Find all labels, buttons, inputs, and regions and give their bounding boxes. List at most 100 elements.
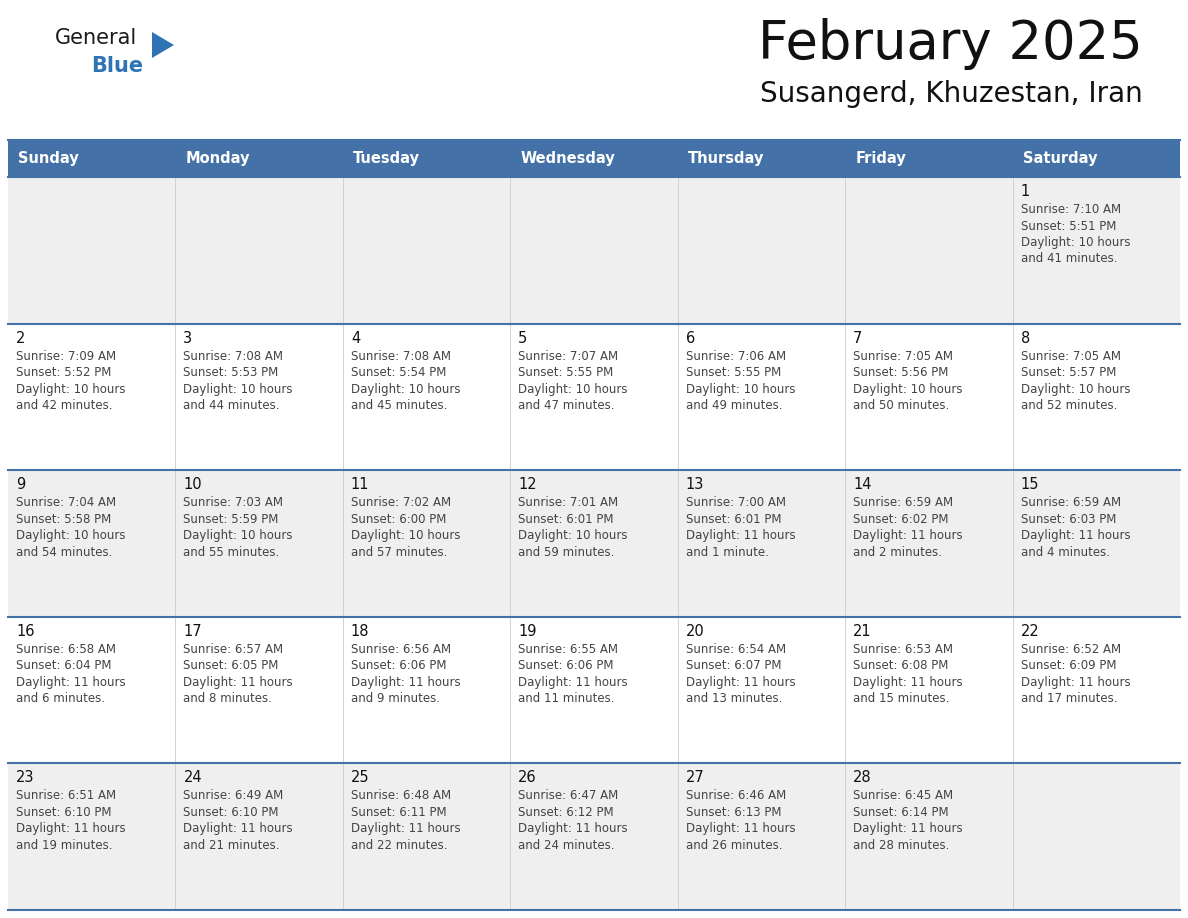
Text: Daylight: 10 hours: Daylight: 10 hours — [1020, 236, 1130, 249]
Text: Sunrise: 7:08 AM: Sunrise: 7:08 AM — [183, 350, 284, 363]
Text: Sunrise: 6:49 AM: Sunrise: 6:49 AM — [183, 789, 284, 802]
Text: 18: 18 — [350, 624, 369, 639]
Text: Daylight: 10 hours: Daylight: 10 hours — [518, 383, 627, 396]
Bar — [1012, 140, 1180, 177]
Text: February 2025: February 2025 — [758, 18, 1143, 70]
Text: Daylight: 11 hours: Daylight: 11 hours — [853, 529, 962, 543]
Text: and 17 minutes.: and 17 minutes. — [1020, 692, 1117, 705]
Text: and 19 minutes.: and 19 minutes. — [15, 839, 113, 852]
Text: Sunset: 6:13 PM: Sunset: 6:13 PM — [685, 806, 782, 819]
Text: and 55 minutes.: and 55 minutes. — [183, 545, 279, 559]
Text: 17: 17 — [183, 624, 202, 639]
Text: Sunset: 6:01 PM: Sunset: 6:01 PM — [685, 512, 782, 526]
Text: Sunset: 6:10 PM: Sunset: 6:10 PM — [15, 806, 112, 819]
Text: and 4 minutes.: and 4 minutes. — [1020, 545, 1110, 559]
Text: Friday: Friday — [855, 151, 906, 166]
Bar — [8, 324, 1180, 470]
Text: Tuesday: Tuesday — [353, 151, 419, 166]
Text: Sunset: 6:00 PM: Sunset: 6:00 PM — [350, 512, 447, 526]
Text: and 59 minutes.: and 59 minutes. — [518, 545, 614, 559]
Text: and 8 minutes.: and 8 minutes. — [183, 692, 272, 705]
Text: Sunset: 6:04 PM: Sunset: 6:04 PM — [15, 659, 112, 672]
Text: Sunrise: 6:47 AM: Sunrise: 6:47 AM — [518, 789, 619, 802]
Text: Daylight: 11 hours: Daylight: 11 hours — [518, 823, 628, 835]
Text: and 52 minutes.: and 52 minutes. — [1020, 399, 1117, 412]
Text: and 44 minutes.: and 44 minutes. — [183, 399, 280, 412]
Text: Sunrise: 6:59 AM: Sunrise: 6:59 AM — [853, 497, 953, 509]
Text: Sunset: 6:05 PM: Sunset: 6:05 PM — [183, 659, 279, 672]
Text: Sunrise: 7:08 AM: Sunrise: 7:08 AM — [350, 350, 451, 363]
Text: Sunrise: 7:04 AM: Sunrise: 7:04 AM — [15, 497, 116, 509]
Text: Sunrise: 6:53 AM: Sunrise: 6:53 AM — [853, 643, 953, 655]
Text: 26: 26 — [518, 770, 537, 786]
Text: Sunrise: 6:54 AM: Sunrise: 6:54 AM — [685, 643, 785, 655]
Text: 25: 25 — [350, 770, 369, 786]
Text: and 11 minutes.: and 11 minutes. — [518, 692, 614, 705]
Text: 4: 4 — [350, 330, 360, 345]
Text: Saturday: Saturday — [1023, 151, 1097, 166]
Text: 16: 16 — [15, 624, 34, 639]
Bar — [343, 140, 511, 177]
Text: and 9 minutes.: and 9 minutes. — [350, 692, 440, 705]
Text: Sunrise: 7:01 AM: Sunrise: 7:01 AM — [518, 497, 619, 509]
Text: Sunrise: 6:46 AM: Sunrise: 6:46 AM — [685, 789, 786, 802]
Text: Sunset: 5:58 PM: Sunset: 5:58 PM — [15, 512, 112, 526]
Text: Sunset: 6:06 PM: Sunset: 6:06 PM — [518, 659, 614, 672]
Text: 5: 5 — [518, 330, 527, 345]
Text: Sunset: 5:56 PM: Sunset: 5:56 PM — [853, 366, 948, 379]
Text: and 28 minutes.: and 28 minutes. — [853, 839, 949, 852]
Text: Sunset: 5:52 PM: Sunset: 5:52 PM — [15, 366, 112, 379]
Text: Daylight: 11 hours: Daylight: 11 hours — [518, 676, 628, 688]
Text: Daylight: 11 hours: Daylight: 11 hours — [350, 823, 461, 835]
Text: Sunrise: 7:02 AM: Sunrise: 7:02 AM — [350, 497, 451, 509]
Text: Sunrise: 6:59 AM: Sunrise: 6:59 AM — [1020, 497, 1120, 509]
Text: Sunset: 5:59 PM: Sunset: 5:59 PM — [183, 512, 279, 526]
Text: 14: 14 — [853, 477, 872, 492]
Text: Sunrise: 6:55 AM: Sunrise: 6:55 AM — [518, 643, 618, 655]
Text: Daylight: 11 hours: Daylight: 11 hours — [853, 823, 962, 835]
Text: Sunrise: 7:03 AM: Sunrise: 7:03 AM — [183, 497, 284, 509]
Text: Sunset: 6:01 PM: Sunset: 6:01 PM — [518, 512, 614, 526]
Text: Daylight: 10 hours: Daylight: 10 hours — [685, 383, 795, 396]
Text: Daylight: 10 hours: Daylight: 10 hours — [15, 383, 126, 396]
Text: Sunset: 6:06 PM: Sunset: 6:06 PM — [350, 659, 447, 672]
Text: and 50 minutes.: and 50 minutes. — [853, 399, 949, 412]
Text: Sunset: 6:11 PM: Sunset: 6:11 PM — [350, 806, 447, 819]
Text: Sunset: 5:55 PM: Sunset: 5:55 PM — [518, 366, 613, 379]
Text: Daylight: 11 hours: Daylight: 11 hours — [853, 676, 962, 688]
Text: Sunrise: 7:06 AM: Sunrise: 7:06 AM — [685, 350, 785, 363]
Text: and 54 minutes.: and 54 minutes. — [15, 545, 113, 559]
Text: 10: 10 — [183, 477, 202, 492]
Text: Daylight: 10 hours: Daylight: 10 hours — [183, 529, 293, 543]
Text: and 15 minutes.: and 15 minutes. — [853, 692, 949, 705]
Text: Sunset: 6:14 PM: Sunset: 6:14 PM — [853, 806, 949, 819]
Bar — [845, 140, 1012, 177]
Bar — [176, 140, 343, 177]
Text: Sunset: 6:02 PM: Sunset: 6:02 PM — [853, 512, 949, 526]
Polygon shape — [152, 32, 173, 58]
Text: 9: 9 — [15, 477, 25, 492]
Text: Sunrise: 7:10 AM: Sunrise: 7:10 AM — [1020, 203, 1120, 216]
Text: Sunset: 5:57 PM: Sunset: 5:57 PM — [1020, 366, 1116, 379]
Text: Susangerd, Khuzestan, Iran: Susangerd, Khuzestan, Iran — [760, 80, 1143, 108]
Text: 27: 27 — [685, 770, 704, 786]
Text: Sunset: 6:07 PM: Sunset: 6:07 PM — [685, 659, 782, 672]
Text: 23: 23 — [15, 770, 34, 786]
Text: Sunrise: 6:45 AM: Sunrise: 6:45 AM — [853, 789, 953, 802]
Text: Sunday: Sunday — [18, 151, 78, 166]
Text: Sunset: 5:54 PM: Sunset: 5:54 PM — [350, 366, 447, 379]
Text: and 26 minutes.: and 26 minutes. — [685, 839, 782, 852]
Text: Sunset: 6:12 PM: Sunset: 6:12 PM — [518, 806, 614, 819]
Text: Sunrise: 6:48 AM: Sunrise: 6:48 AM — [350, 789, 451, 802]
Text: Daylight: 10 hours: Daylight: 10 hours — [350, 529, 461, 543]
Text: and 49 minutes.: and 49 minutes. — [685, 399, 782, 412]
Text: Daylight: 11 hours: Daylight: 11 hours — [15, 823, 126, 835]
Text: 13: 13 — [685, 477, 704, 492]
Text: Daylight: 11 hours: Daylight: 11 hours — [15, 676, 126, 688]
Text: 2: 2 — [15, 330, 25, 345]
Text: 12: 12 — [518, 477, 537, 492]
Text: Sunrise: 6:57 AM: Sunrise: 6:57 AM — [183, 643, 284, 655]
Text: Daylight: 10 hours: Daylight: 10 hours — [518, 529, 627, 543]
Text: 8: 8 — [1020, 330, 1030, 345]
Bar — [8, 764, 1180, 910]
